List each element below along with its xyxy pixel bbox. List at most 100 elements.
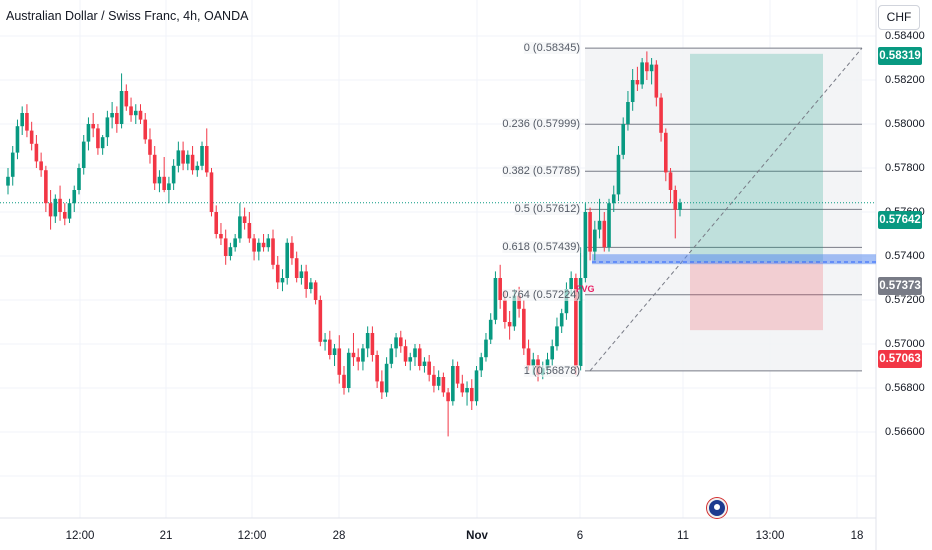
candle-body <box>408 357 413 362</box>
candle-body <box>441 377 446 393</box>
candle-body <box>621 124 626 155</box>
target-price-badge: 0.58319 <box>878 47 922 65</box>
time-tick-label: 28 <box>332 530 346 542</box>
candle-body <box>48 203 53 217</box>
candle-body <box>152 154 157 184</box>
candle-body <box>616 154 621 195</box>
candle-body <box>607 203 611 248</box>
candle-body <box>512 295 517 327</box>
candle-body <box>630 80 635 102</box>
candle-body <box>574 278 578 366</box>
candle-body <box>261 242 266 248</box>
symbol-title[interactable]: Australian Dollar / Swiss Franc, 4h, OAN… <box>6 9 249 23</box>
candle-body <box>181 150 185 164</box>
candle-body <box>186 154 190 164</box>
candle-body <box>422 361 427 366</box>
candle-body <box>328 339 332 355</box>
candle-body <box>654 64 659 98</box>
candle-body <box>479 357 484 371</box>
candle-body <box>148 139 152 155</box>
candle-body <box>432 374 436 386</box>
fib-level-label: 0 (0.58345) <box>523 42 580 55</box>
candle-body <box>86 124 91 142</box>
price-tick-label: 0.58200 <box>885 74 925 86</box>
time-tick-label: 12:00 <box>237 530 267 542</box>
candle-body <box>91 124 95 129</box>
candle-body <box>356 357 360 362</box>
candle-body <box>247 223 252 239</box>
candle-body <box>337 348 342 375</box>
candle-body <box>119 91 124 124</box>
time-tick-label: 21 <box>159 530 173 542</box>
candle-body <box>171 165 176 184</box>
candle-body <box>323 339 327 342</box>
candle-body <box>342 374 346 388</box>
candle-body <box>115 113 119 124</box>
candle-body <box>555 326 559 347</box>
diagonal-trend-line <box>589 47 863 372</box>
candle-body <box>77 168 81 190</box>
fib-level-label: 0.764 (0.57224) <box>502 288 580 301</box>
candle-body <box>394 337 398 349</box>
time-tick-label: 11 <box>677 530 689 542</box>
candle-body <box>678 202 682 210</box>
candle-body <box>559 313 564 327</box>
candle-body <box>96 128 100 149</box>
candle-body <box>157 176 162 184</box>
candle-body <box>602 220 607 248</box>
candle-body <box>465 388 469 393</box>
candle-body <box>436 377 441 386</box>
time-tick-label: Nov <box>466 530 488 542</box>
candle-body <box>455 366 460 384</box>
candle-body <box>138 110 143 120</box>
candle-body <box>53 198 58 217</box>
candle-body <box>365 333 370 349</box>
candle-body <box>413 348 417 358</box>
candle-body <box>257 242 261 252</box>
candle-body <box>403 346 408 362</box>
candle-body <box>25 113 29 131</box>
fvg-label: FVG <box>576 284 595 294</box>
candle-body <box>238 216 242 239</box>
entry-price-badge: 0.57373 <box>878 277 922 295</box>
price-tick-label: 0.57200 <box>885 294 925 306</box>
candle-body <box>361 348 365 362</box>
candle-body <box>299 271 304 278</box>
candle-body <box>242 216 247 223</box>
candle-body <box>384 363 389 393</box>
australia-flag-icon[interactable] <box>707 498 727 518</box>
fib-level-label: 0.5 (0.57612) <box>514 203 580 216</box>
candle-body <box>228 247 233 256</box>
candle-body <box>564 289 569 314</box>
candle-body <box>668 172 673 190</box>
candle-body <box>29 130 34 144</box>
candle-body <box>498 278 502 300</box>
candle-body <box>318 300 323 342</box>
candle-body <box>285 242 290 278</box>
candle-body <box>204 146 209 173</box>
candle-body <box>460 383 465 393</box>
candle-body <box>635 80 640 85</box>
fib-level-label: 1 (0.56878) <box>523 364 580 377</box>
price-tick-label: 0.56800 <box>885 382 925 394</box>
candle-body <box>545 359 550 369</box>
candle-body <box>484 339 488 358</box>
candle-body <box>10 152 15 177</box>
candle-body <box>167 183 171 190</box>
fib-level-label: 0.236 (0.57999) <box>502 118 580 131</box>
candle-body <box>81 141 86 168</box>
candle-body <box>503 300 507 322</box>
candle-body <box>507 322 512 327</box>
candle-body <box>526 348 531 366</box>
time-tick-label: 13:00 <box>755 530 785 542</box>
candle-body <box>417 348 422 366</box>
candle-body <box>673 190 678 210</box>
candle-body <box>294 258 299 278</box>
candle-body <box>313 282 318 300</box>
currency-button[interactable]: CHF <box>878 5 920 30</box>
candle-body <box>446 392 450 402</box>
fib-level-label: 0.618 (0.57439) <box>502 241 580 254</box>
fvg-zone <box>592 254 876 265</box>
candle-body <box>309 282 313 289</box>
